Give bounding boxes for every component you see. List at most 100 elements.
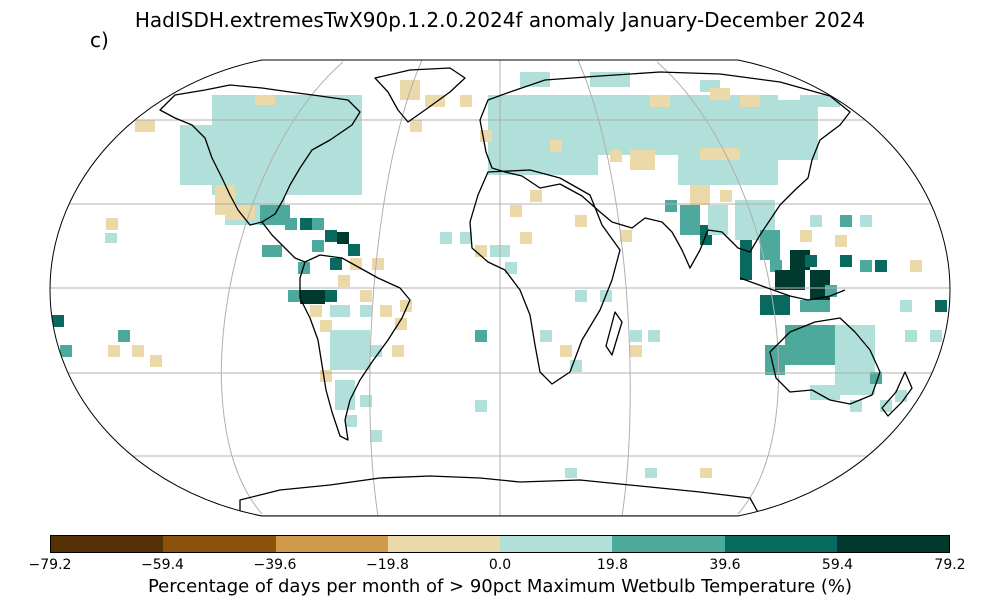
colorbar-ticks: −79.2 −59.4 −39.6 −19.8 0.0 19.8 39.6 59.4 79.2 — [29, 557, 966, 577]
eurasia-coast — [479, 71, 851, 269]
anomaly-cell — [325, 230, 337, 242]
anomaly-cell — [520, 232, 532, 244]
map-content — [50, 60, 950, 516]
anomaly-cell — [348, 244, 360, 256]
anomaly-cell — [370, 345, 382, 357]
anomaly-cell — [325, 290, 337, 302]
anomaly-cell — [360, 290, 372, 302]
anomaly-cell — [810, 215, 822, 227]
anomaly-cell — [708, 205, 728, 235]
anomaly-cell — [330, 258, 342, 270]
anomaly-cell — [312, 218, 324, 230]
colorbar-tick-label: 0.0 — [488, 557, 512, 573]
anomaly-cell — [488, 95, 598, 175]
anomaly-cell — [370, 430, 382, 442]
anomaly-cell — [835, 235, 847, 247]
anomaly-cell — [770, 260, 782, 272]
colorbar-tick-label: 19.8 — [596, 557, 629, 573]
anomaly-cell — [60, 345, 72, 357]
anomaly-cell — [740, 240, 752, 280]
anomaly-cell — [312, 240, 324, 252]
anomaly-cell — [778, 100, 818, 160]
anomaly-cell — [665, 200, 677, 212]
anomaly-cell — [860, 260, 872, 272]
africa-coast — [469, 169, 621, 385]
anomaly-cell — [212, 95, 362, 195]
colorbar-tick-label: 79.2 — [934, 557, 966, 573]
anomaly-cell — [785, 325, 835, 365]
anomaly-cell — [900, 300, 912, 312]
anomaly-cell — [835, 325, 875, 355]
anomaly-cell — [930, 330, 942, 342]
colorbar-tick-label: 59.4 — [821, 557, 854, 573]
anomaly-cell — [52, 315, 64, 327]
anomaly-cell — [760, 230, 780, 260]
anomaly-cell — [106, 218, 118, 230]
anomaly-cell — [460, 232, 472, 244]
colorbar-tick-label: −79.2 — [28, 557, 72, 573]
anomaly-cell — [338, 275, 350, 287]
anomaly-cell — [630, 150, 655, 170]
anomaly-cell — [630, 345, 642, 357]
anomaly-cell — [132, 345, 144, 357]
anomaly-cell — [540, 330, 552, 342]
colorbar-tick-label: −59.4 — [141, 557, 184, 573]
anomaly-cell — [680, 205, 700, 235]
anomaly-cell — [875, 260, 887, 272]
anomaly-cell — [775, 270, 805, 290]
anomaly-cell — [330, 330, 370, 370]
anomaly-cell — [150, 355, 162, 367]
anomaly-cell — [330, 305, 350, 317]
colorbar-tick-label: −19.8 — [366, 557, 409, 573]
anomaly-cell — [935, 300, 947, 312]
anomaly-cell — [440, 232, 452, 244]
colorbar-label: Percentage of days per month of > 90pct … — [147, 576, 853, 597]
colorbar-swatch-0 — [51, 536, 164, 552]
central-america-coast — [261, 221, 306, 263]
anomaly-cell — [905, 330, 917, 342]
anomaly-cell — [550, 140, 562, 152]
anomaly-cell — [620, 230, 632, 242]
anomaly-cell — [700, 468, 712, 478]
colorbar-tick-label: 39.6 — [709, 557, 741, 573]
anomaly-cell — [180, 125, 220, 185]
chart-title: HadISDH.extremesTwX90p.1.2.0.2024f anoma… — [134, 8, 866, 32]
anomaly-cell — [337, 232, 349, 244]
map-boundary — [49, 59, 951, 517]
anomaly-cell — [410, 120, 422, 132]
anomaly-cell — [575, 290, 587, 302]
madagascar-coast — [605, 311, 623, 356]
anomaly-cell — [288, 290, 300, 302]
anomaly-cell — [630, 330, 642, 342]
colorbar-swatch-6 — [724, 536, 837, 552]
colorbar-swatch-7 — [836, 536, 949, 552]
anomaly-cell — [678, 95, 778, 185]
anomaly-cell — [880, 400, 892, 412]
anomaly-cell — [360, 395, 372, 407]
anomaly-cell — [860, 215, 872, 227]
anomaly-cell — [475, 330, 487, 342]
colorbar-swatch-4 — [500, 536, 613, 552]
anomaly-cell — [300, 218, 312, 230]
anomaly-cell — [648, 330, 660, 342]
anomaly-cell — [298, 262, 310, 274]
anomaly-cell — [118, 330, 130, 342]
anomaly-cell — [105, 233, 117, 243]
anomaly-cell — [262, 245, 282, 257]
panel-label: c) — [90, 28, 109, 52]
anomaly-cell — [372, 258, 384, 270]
anomaly-cell — [800, 300, 830, 312]
colorbar-swatch-3 — [387, 536, 500, 552]
coastlines — [159, 67, 913, 516]
anomaly-cell — [800, 230, 812, 242]
anomaly-cell — [645, 468, 657, 478]
anomaly-cell — [392, 345, 404, 357]
anomaly-cell — [800, 95, 840, 107]
anomaly-cell — [740, 95, 760, 107]
anomaly-cell — [690, 185, 710, 205]
north-america-coast — [159, 84, 361, 226]
anomaly-cell — [320, 320, 332, 332]
australia-coast — [769, 317, 881, 405]
anomaly-cell — [805, 255, 817, 267]
anomaly-cell — [360, 305, 372, 317]
